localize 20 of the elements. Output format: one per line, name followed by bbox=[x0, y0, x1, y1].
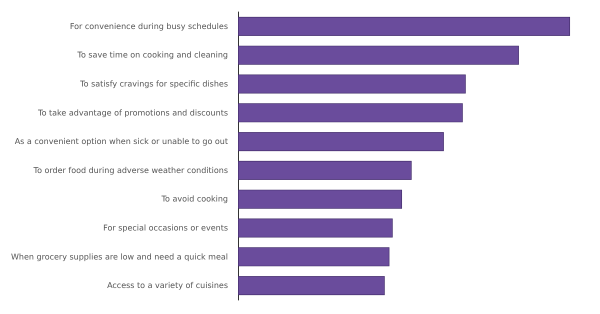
y-tick-label: For convenience during busy schedules bbox=[70, 22, 228, 31]
y-tick-label: To take advantage of promotions and discounts bbox=[37, 108, 228, 118]
bar bbox=[238, 218, 393, 238]
bar bbox=[238, 103, 463, 122]
y-tick-label: To order food during adverse weather conditions bbox=[32, 166, 228, 175]
y-tick-label: Access to a variety of cuisines bbox=[107, 281, 228, 290]
y-tick-label: To avoid cooking bbox=[160, 194, 228, 204]
bar bbox=[238, 160, 412, 180]
bar bbox=[238, 16, 570, 36]
y-tick-label: To save time on cooking and cleaning bbox=[76, 50, 228, 60]
y-tick-label: When grocery supplies are low and need a quick meal bbox=[10, 252, 228, 262]
bar bbox=[238, 74, 466, 94]
bar bbox=[238, 247, 390, 266]
bar bbox=[238, 46, 519, 65]
bar bbox=[238, 132, 444, 152]
y-tick-label: For special occasions or events bbox=[103, 224, 228, 232]
y-tick-label: To satisfy cravings for specific dishes bbox=[79, 80, 228, 88]
bar bbox=[238, 190, 402, 209]
y-tick-label: As a convenient option when sick or unable to go out bbox=[14, 137, 228, 146]
bar bbox=[238, 276, 385, 296]
